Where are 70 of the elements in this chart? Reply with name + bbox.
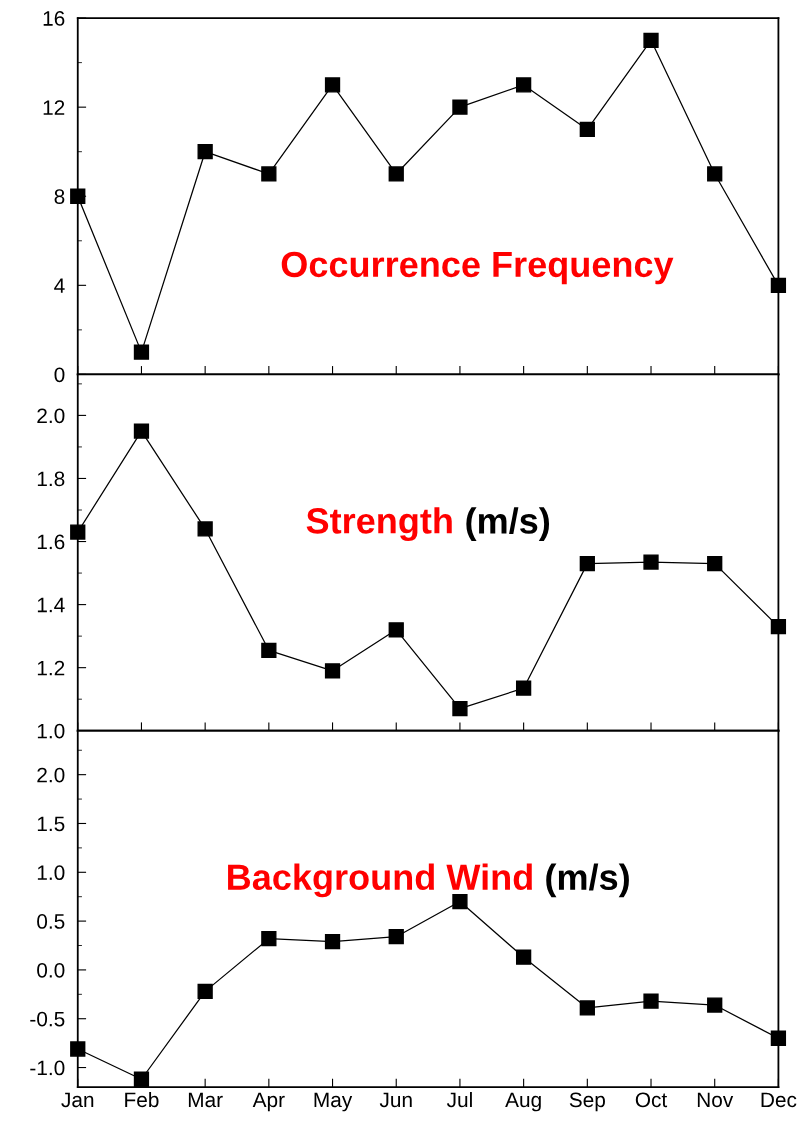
y-tick-label: -1.0 — [30, 1060, 65, 1076]
x-tick-label: Feb — [125, 1091, 159, 1108]
y-tick-label: 2.0 — [37, 408, 65, 424]
y-tick-label: 0.5 — [37, 914, 65, 929]
x-tick-label: Dec — [761, 1092, 797, 1108]
point — [707, 166, 723, 182]
point — [707, 997, 723, 1013]
text: Strength — [306, 507, 452, 541]
y-tick-label: 1.6 — [37, 534, 65, 550]
text: (m/s) — [466, 507, 550, 541]
point — [388, 166, 404, 182]
point — [515, 77, 532, 93]
point — [197, 144, 213, 160]
point — [770, 619, 787, 635]
text: (m/s) — [546, 863, 629, 898]
x-tick-label: May — [314, 1092, 353, 1112]
point — [70, 1041, 86, 1057]
y-tick-label: 1.0 — [37, 723, 65, 739]
point — [388, 929, 404, 945]
point — [579, 555, 595, 572]
point — [452, 893, 468, 910]
point — [515, 680, 532, 696]
point — [579, 121, 595, 138]
y-tick-label: -0.5 — [30, 1011, 65, 1027]
point — [515, 949, 532, 965]
y-tick-label: 1.2 — [37, 660, 65, 676]
x-tick-label: Sep — [569, 1092, 605, 1112]
point — [579, 1000, 595, 1016]
y-tick-label: 8 — [54, 189, 65, 204]
point — [643, 993, 659, 1009]
text: Occurrence Frequency — [281, 251, 674, 285]
x-tick-label: Oct — [635, 1092, 668, 1108]
point — [133, 423, 150, 439]
point — [261, 931, 277, 947]
x-tick-label: Aug — [505, 1092, 541, 1112]
y-tick-label: 2.0 — [37, 767, 65, 783]
point — [452, 701, 468, 717]
y-tick-label: 4 — [54, 278, 65, 293]
y-tick-label: 1.0 — [37, 865, 65, 881]
point — [707, 555, 723, 572]
point — [643, 32, 659, 48]
x-tick-label: Jun — [379, 1092, 412, 1108]
y-tick-label: 1.8 — [37, 471, 65, 487]
point — [770, 277, 787, 293]
x-tick-label: Jul — [446, 1091, 472, 1108]
point — [770, 1030, 787, 1046]
y-tick-label: 1.4 — [37, 597, 65, 613]
point — [643, 554, 659, 570]
y-tick-label: 16 — [43, 11, 65, 26]
y-tick-label: 1.5 — [37, 816, 65, 832]
x-tick-label: Nov — [697, 1092, 734, 1108]
point — [70, 524, 86, 540]
x-tick-label: Apr — [252, 1092, 285, 1112]
point — [324, 663, 341, 679]
point — [388, 622, 404, 638]
point — [261, 166, 277, 182]
x-tick-label: Mar — [188, 1092, 223, 1108]
point — [261, 642, 277, 658]
y-tick-label: 0 — [54, 367, 65, 383]
x-tick-label: Jan — [61, 1092, 94, 1108]
point — [133, 1071, 150, 1087]
point — [197, 521, 213, 537]
point — [452, 99, 468, 115]
point — [324, 933, 341, 950]
point — [133, 344, 150, 360]
point — [197, 983, 213, 1000]
point — [324, 77, 341, 93]
text: Background Wind — [228, 863, 532, 898]
y-tick-label: 12 — [43, 100, 65, 115]
y-tick-label: 0.0 — [37, 962, 65, 978]
